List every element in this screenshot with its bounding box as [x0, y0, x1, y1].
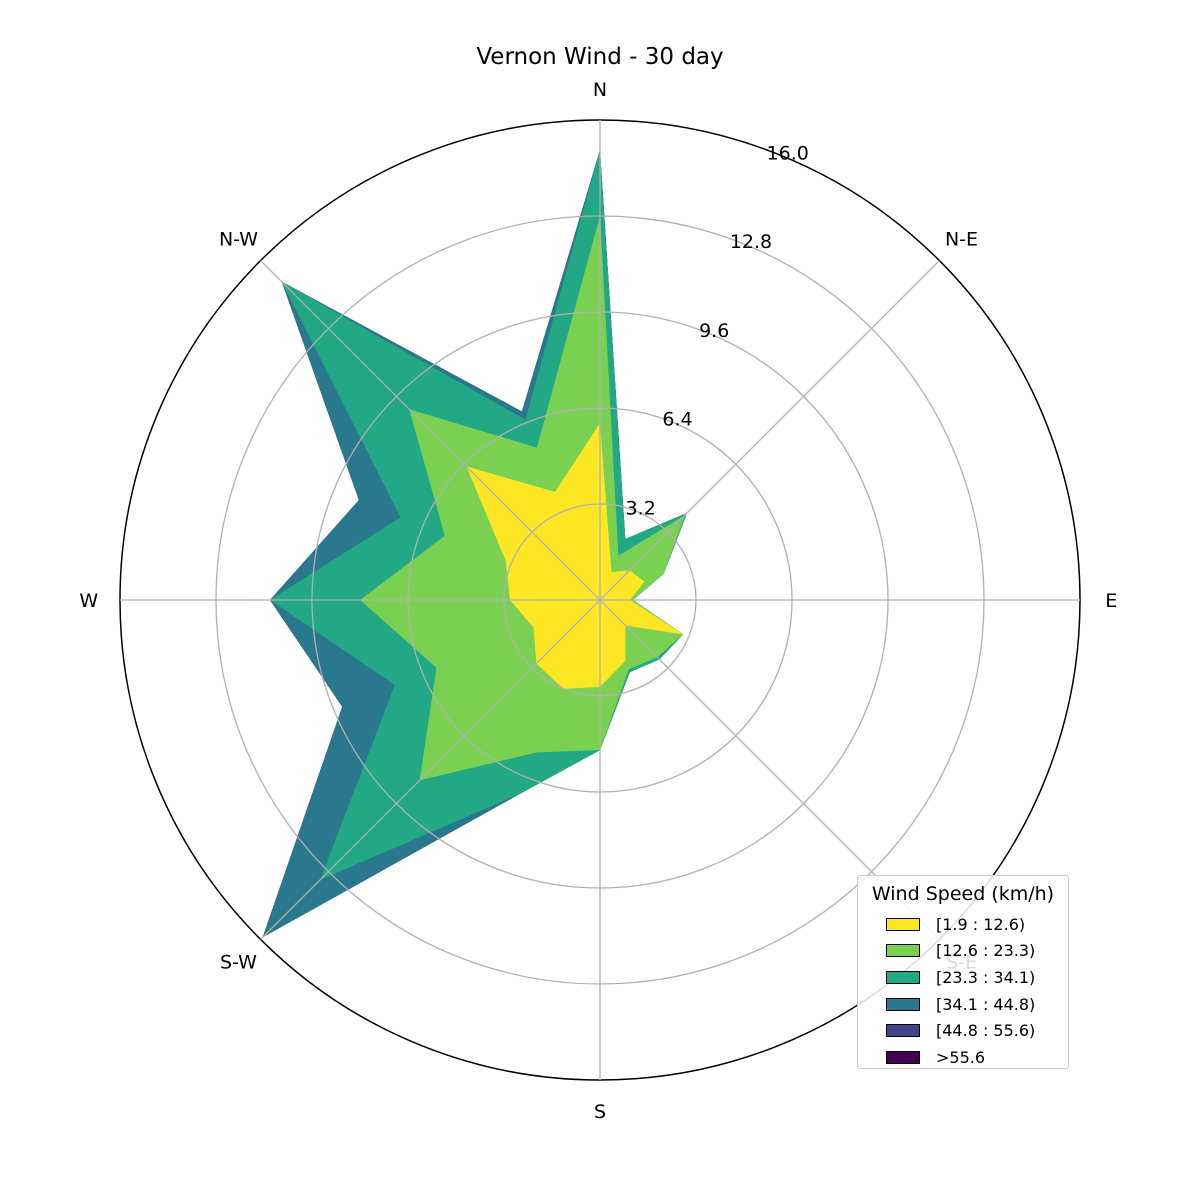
grid-spoke [260, 260, 601, 601]
legend-label: [12.6 : 23.3) [936, 941, 1036, 961]
radial-tick-label: 12.8 [730, 231, 772, 253]
radial-tick-label: 3.2 [626, 497, 656, 519]
series-areas [262, 150, 687, 938]
legend-swatch [886, 1024, 920, 1038]
legend-items: [1.9 : 12.6) [12.6 : 23.3) [23.3 : 34.1) [3… [858, 911, 1068, 1071]
direction-label: S [594, 1101, 606, 1123]
legend-label: [23.3 : 34.1) [936, 967, 1036, 987]
legend-label: [34.1 : 44.8) [936, 994, 1036, 1014]
direction-label: E [1105, 590, 1117, 612]
legend-swatch [886, 997, 920, 1011]
legend-item: [12.6 : 23.3) [858, 938, 1068, 965]
legend-item: [23.3 : 34.1) [858, 964, 1068, 991]
axis-labels: NN-EES-ESS-WWN-W3.26.49.612.816.0 [79, 79, 1117, 1123]
legend-item: [34.1 : 44.8) [858, 991, 1068, 1018]
legend-label: [44.8 : 55.6) [936, 1021, 1036, 1041]
direction-label: W [79, 590, 98, 612]
direction-label: S-W [220, 952, 257, 974]
direction-label: N-W [219, 229, 258, 251]
direction-label: N [593, 79, 607, 101]
direction-label: N-E [945, 229, 978, 251]
chart-title: Vernon Wind - 30 day [476, 44, 724, 70]
legend: Wind Speed (km/h) [1.9 : 12.6) [12.6 : 23… [857, 875, 1069, 1069]
radial-tick-label: 9.6 [699, 320, 729, 342]
legend-label: [1.9 : 12.6) [936, 914, 1026, 934]
radial-tick-label: 16.0 [767, 143, 809, 165]
legend-title: Wind Speed (km/h) [871, 883, 1055, 905]
legend-label: >55.6 [936, 1047, 986, 1067]
radial-tick-label: 6.4 [662, 409, 692, 431]
series-area-1 [466, 423, 684, 689]
legend-swatch [886, 944, 920, 958]
grid-spoke [599, 260, 940, 601]
legend-item: [1.9 : 12.6) [858, 911, 1068, 938]
grid-spoke [260, 599, 601, 940]
legend-item: >55.6 [858, 1044, 1068, 1071]
legend-swatch [886, 917, 920, 931]
legend-item: [44.8 : 55.6) [858, 1017, 1068, 1044]
legend-swatch [886, 970, 920, 984]
legend-swatch [886, 1050, 920, 1064]
